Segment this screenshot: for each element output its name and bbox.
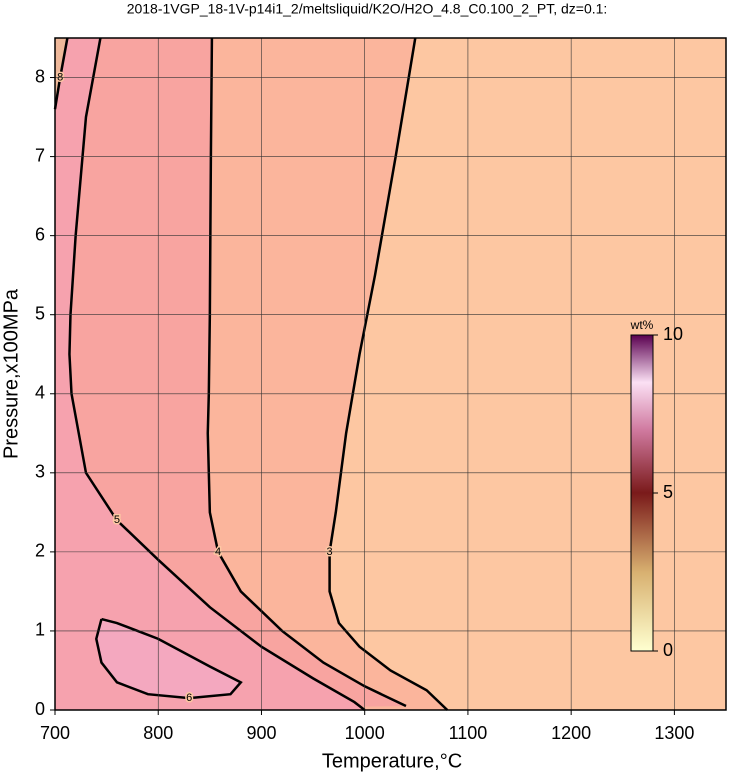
contour-label: 6 xyxy=(186,692,192,704)
y-tick-label: 8 xyxy=(35,66,45,86)
y-tick-label: 1 xyxy=(35,620,45,640)
x-tick-label: 1300 xyxy=(654,723,694,743)
x-tick-label: 900 xyxy=(246,723,276,743)
plot-frame xyxy=(54,37,727,711)
y-tick-label: 2 xyxy=(35,541,45,561)
colorbar-label: wt% xyxy=(630,318,654,332)
colorbar-tick-label: 10 xyxy=(663,324,683,344)
x-tick-label: 700 xyxy=(40,723,70,743)
contour-label: 5 xyxy=(114,514,120,526)
x-tick-label: 1200 xyxy=(551,723,591,743)
contour-fill xyxy=(96,619,241,699)
y-tick-label: 5 xyxy=(35,303,45,323)
y-tick-label: 7 xyxy=(35,145,45,165)
y-tick-label: 6 xyxy=(35,224,45,244)
contour-line xyxy=(68,37,366,711)
y-tick-label: 3 xyxy=(35,462,45,482)
contour-fill xyxy=(55,38,365,710)
contour-line xyxy=(206,37,407,708)
chart-title: 2018-1VGP_18-1V-p14i1_2/meltsliquid/K2O/… xyxy=(127,1,608,17)
contour-fill xyxy=(55,38,406,710)
x-tick-label: 800 xyxy=(143,723,173,743)
y-tick-label: 0 xyxy=(35,699,45,719)
contour-line xyxy=(95,617,243,700)
x-tick-label: 1100 xyxy=(449,723,488,743)
y-axis-label: Pressure,x100MPa xyxy=(0,288,22,459)
x-axis-label: Temperature,°C xyxy=(322,750,462,772)
x-tick-label: 1000 xyxy=(345,723,385,743)
y-tick-label: 4 xyxy=(35,383,45,403)
colorbar-tick-label: 5 xyxy=(663,482,673,502)
colorbar xyxy=(630,334,654,652)
colorbar-tick-label: 0 xyxy=(663,640,673,660)
